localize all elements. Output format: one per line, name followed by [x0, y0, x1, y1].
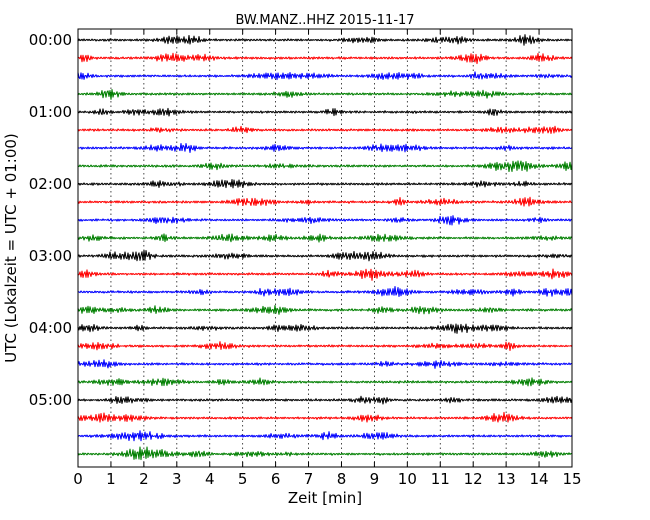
y-axis-ticks: 00:00 01:00 02:00 03:00 04:00 05:00 — [29, 31, 572, 409]
x-tick-label: 4 — [205, 470, 215, 488]
trace-row — [77, 52, 573, 65]
x-tick-label: 0 — [73, 470, 83, 488]
x-tick-label: 7 — [304, 470, 314, 488]
trace-row — [77, 395, 573, 405]
y-tick-label: 03:00 — [29, 247, 72, 265]
x-tick-label: 2 — [139, 470, 149, 488]
trace-row — [77, 359, 573, 369]
x-axis-ticks: 0 1 2 3 4 5 6 7 8 9 10 11 12 13 14 15 — [73, 29, 582, 488]
trace-row — [77, 304, 573, 315]
y-tick-label: 01:00 — [29, 103, 72, 121]
trace-row — [77, 268, 573, 281]
chart-title: BW.MANZ..HHZ 2015-11-17 — [235, 13, 414, 28]
trace-row — [77, 446, 573, 461]
trace-row — [77, 107, 573, 117]
traces — [77, 34, 573, 461]
x-tick-label: 10 — [398, 470, 417, 488]
trace-row — [77, 323, 573, 334]
trace-row — [77, 341, 573, 351]
x-tick-label: 8 — [337, 470, 347, 488]
y-tick-label: 00:00 — [29, 31, 72, 49]
trace-row — [77, 377, 573, 387]
x-tick-label: 13 — [497, 470, 516, 488]
plot-frame — [77, 28, 573, 468]
x-tick-label: 6 — [271, 470, 281, 488]
x-tick-label: 1 — [106, 470, 116, 488]
y-axis-label: UTC (Lokalzeit = UTC + 01:00) — [2, 133, 20, 363]
trace-row — [77, 125, 573, 134]
trace-row — [77, 160, 573, 173]
trace-row — [77, 430, 573, 442]
trace-row — [77, 71, 573, 81]
trace-row — [77, 233, 573, 243]
grid-lines — [110, 29, 540, 467]
x-tick-label: 14 — [530, 470, 549, 488]
trace-row — [77, 196, 573, 207]
x-tick-label: 3 — [172, 470, 182, 488]
x-tick-label: 12 — [464, 470, 483, 488]
y-tick-label: 04:00 — [29, 319, 72, 337]
trace-row — [77, 249, 573, 262]
trace-row — [77, 286, 573, 297]
trace-row — [77, 215, 573, 226]
trace-row — [77, 89, 573, 100]
x-tick-label: 15 — [562, 470, 581, 488]
y-tick-label: 02:00 — [29, 175, 72, 193]
trace-row — [77, 411, 573, 423]
x-tick-label: 9 — [370, 470, 380, 488]
y-tick-label: 05:00 — [29, 391, 72, 409]
trace-row — [77, 179, 573, 189]
x-axis-label: Zeit [min] — [288, 489, 362, 507]
x-tick-label: 5 — [238, 470, 248, 488]
trace-row — [77, 34, 573, 46]
x-tick-label: 11 — [431, 470, 450, 488]
trace-row — [77, 142, 573, 153]
